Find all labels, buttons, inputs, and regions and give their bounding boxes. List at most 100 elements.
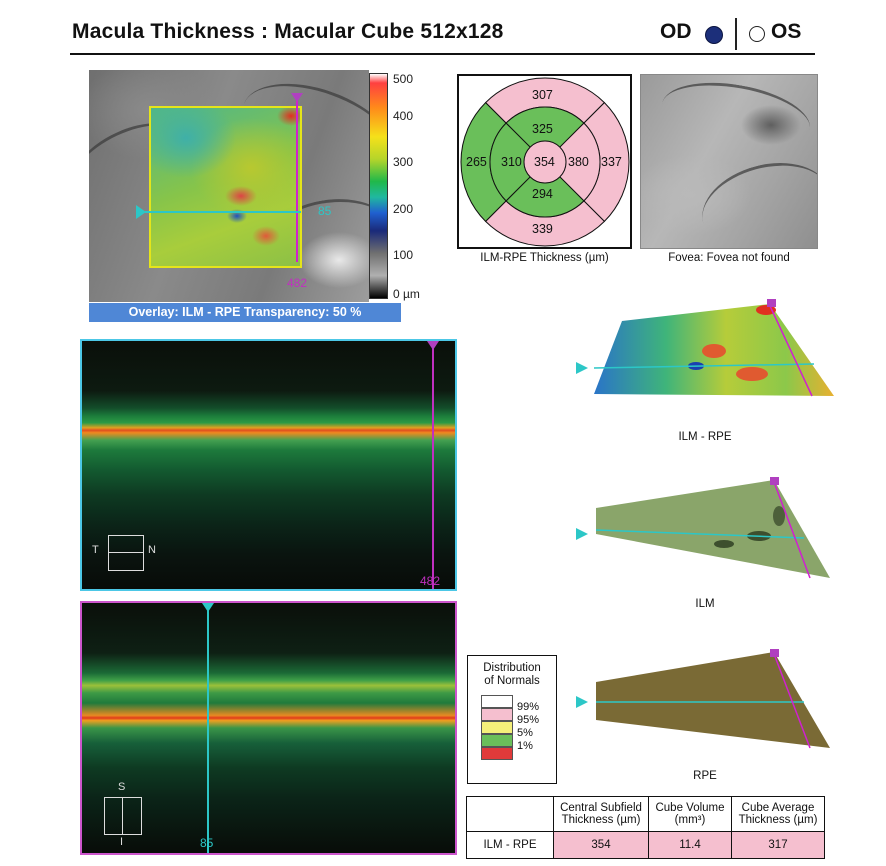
table-corner-cell [466,796,554,832]
value-cube-average: 317 [731,831,825,859]
surface-h-marker-icon [576,362,588,374]
od-radio-selected[interactable] [705,26,723,44]
header-cube-volume: Cube Volume (mm³) [648,796,732,832]
legend-label-1: 1% [517,740,533,752]
surface-v-line [773,653,811,749]
fovea-caption: Fovea: Fovea not found [668,252,790,264]
etdrs-inferior-outer: 339 [532,222,553,236]
orientation-axis [122,798,123,834]
surface-v-marker-icon [770,649,779,657]
etdrs-grid-svg [460,77,630,247]
surface-caption-ilm-rpe: ILM - RPE [678,431,732,443]
legend-swatch-green [481,734,513,747]
etdrs-center: 354 [534,155,555,169]
table-header-row: Central Subfield Thickness (µm) Cube Vol… [466,796,825,832]
value-cube-volume: 11.4 [648,831,732,859]
orient-superior: S [118,781,126,793]
surface-v-line [769,305,813,397]
bscan-vertical-marker-line [432,341,434,589]
page-title: Macula Thickness : Macular Cube 512x128 [72,20,504,43]
etdrs-grid: 307 325 265 310 354 380 337 294 339 [457,74,632,249]
summary-table: Central Subfield Thickness (µm) Cube Vol… [466,796,825,859]
surface-rpe-plane [596,652,830,748]
surface-ilm-rpe[interactable] [574,296,836,414]
bscan-horizontal-marker-icon [202,603,214,612]
colorbar-label-400: 400 [393,109,414,123]
surface-h-marker-icon [576,528,588,540]
fovea-image[interactable] [640,74,818,249]
legend-swatch-white [481,695,513,708]
header-cube-average: Cube Average Thickness (µm) [731,796,825,832]
surface-caption-ilm: ILM [695,598,715,610]
bscan-bottom-number: 85 [200,836,214,850]
colorbar-label-0: 0 µm [393,287,420,301]
orient-inferior: I [120,836,124,848]
horizontal-scan-marker-icon[interactable] [136,205,146,219]
horizontal-scan-line[interactable] [145,211,301,213]
orient-temporal: T [92,544,99,556]
bscan-top-number: 482 [420,574,441,588]
etdrs-nasal-inner: 310 [501,155,522,169]
surface-caption-rpe: RPE [693,770,717,782]
legend-swatch-yellow [481,721,513,734]
bscan-vertical[interactable]: S I 85 [80,601,457,855]
etdrs-inferior-inner: 294 [532,187,553,201]
surface-rpe[interactable] [574,646,836,754]
od-label: OD [660,20,692,43]
thickness-colorbar [369,73,388,299]
legend-label-5: 5% [517,727,533,739]
orient-nasal: N [148,544,156,556]
table-row: ILM - RPE 354 11.4 317 [466,831,825,859]
etdrs-caption: ILM-RPE Thickness (µm) [480,252,609,264]
etdrs-temporal-outer: 337 [601,155,622,169]
colorbar-label-100: 100 [393,248,414,262]
surface-hotspot [702,344,726,358]
colorbar-label-300: 300 [393,155,414,169]
legend-label-95: 95% [517,714,540,726]
vertical-scan-label: 482 [287,276,308,290]
row-label: ILM - RPE [466,831,554,859]
legend-label-99: 99% [517,701,540,713]
vessel-line [692,149,817,248]
sector-center [523,140,567,184]
surface-shade [714,540,734,548]
etdrs-superior-inner: 325 [532,122,553,136]
surface-shade [773,506,785,526]
legend-title-line2: of Normals [484,675,540,687]
surface-hotspot [736,367,768,381]
legend-title-line1: Distribution [483,662,541,674]
os-radio[interactable] [749,26,765,42]
orientation-axis [109,552,143,553]
surface-h-line [595,529,805,539]
header-divider [70,53,815,55]
eye-separator [735,18,737,50]
etdrs-superior-outer: 307 [532,88,553,102]
bscan-horizontal[interactable]: T N 482 [80,339,457,591]
legend-title: Distribution of Normals [467,662,557,688]
vessel-line [656,75,816,161]
legend-swatch-red [481,747,513,760]
colorbar-label-200: 200 [393,202,414,216]
os-label: OS [771,20,802,43]
surface-v-marker-icon [767,299,776,307]
vertical-scan-marker-icon[interactable] [291,93,303,102]
bscan-horizontal-marker-line [207,603,209,853]
surface-h-marker-icon [576,696,588,708]
surface-ilm[interactable] [574,474,836,582]
thickness-overlay-map[interactable] [149,106,302,268]
overlay-status-bar[interactable]: Overlay: ILM - RPE Transparency: 50 % [89,303,401,322]
horizontal-scan-label: 85 [318,204,332,218]
colorbar-label-500: 500 [393,72,414,86]
bscan-vertical-marker-icon [427,341,439,350]
header-central-subfield: Central Subfield Thickness (µm) [553,796,649,832]
surface-ilm-plane [596,480,830,578]
value-central-subfield: 354 [553,831,649,859]
surface-v-line [773,481,811,579]
orientation-box [108,535,144,571]
legend-swatch-pink [481,708,513,721]
surface-h-line [593,363,815,369]
etdrs-nasal-outer: 265 [466,155,487,169]
orientation-box [104,797,142,835]
vertical-scan-line[interactable] [296,94,298,262]
surface-v-marker-icon [770,477,779,485]
